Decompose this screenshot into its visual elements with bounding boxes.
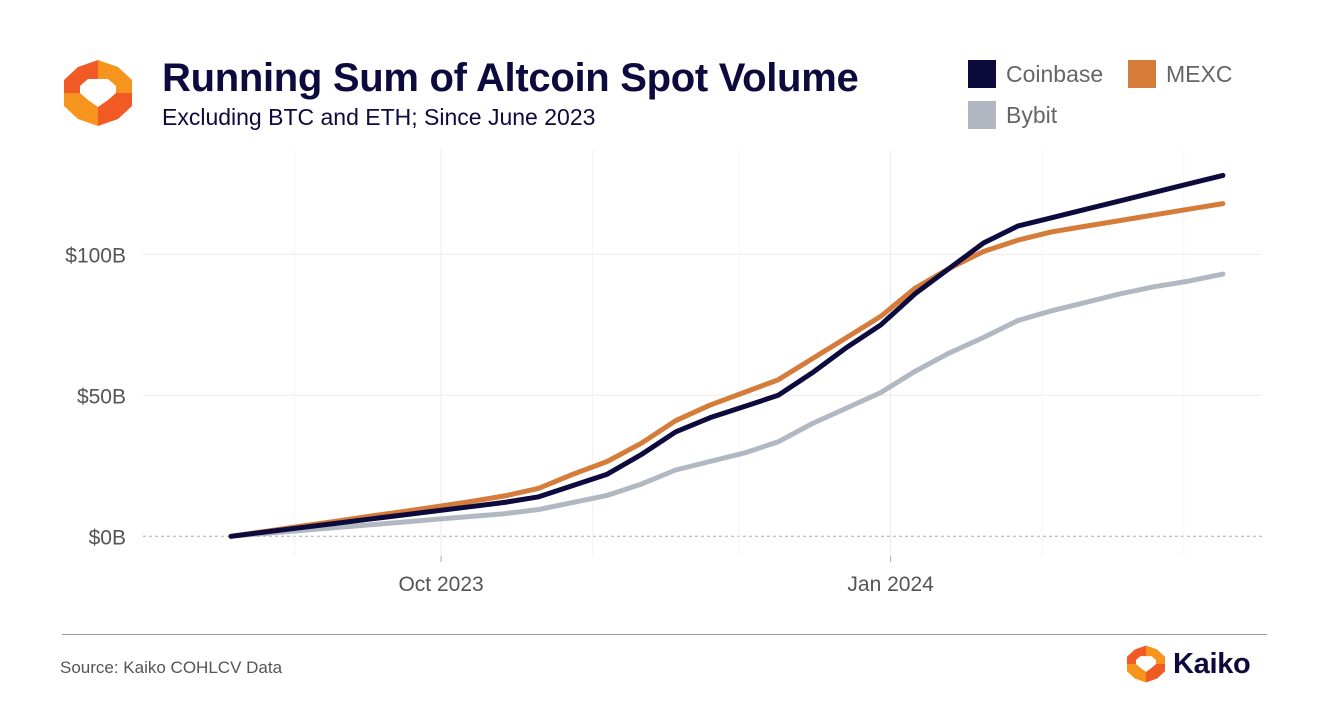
series-line-bybit [228,271,1226,539]
source-note: Source: Kaiko COHLCV Data [60,658,283,677]
x-tick-label: Jan 2024 [847,573,934,596]
plot-area [143,150,1262,556]
x-tick-label: Oct 2023 [398,573,483,596]
brand-logo: Kaiko [1127,645,1251,683]
y-tick-label: $50B [77,385,126,408]
legend-label-bybit: Bybit [1006,101,1058,128]
legend-item-mexc: MEXC [1128,60,1232,88]
y-tick-label: $100B [65,244,126,267]
chart-title: Running Sum of Altcoin Spot Volume [162,56,859,100]
kaiko-brand-icon [1127,645,1165,683]
y-tick-label: $0B [89,526,126,549]
series-line-coinbase [228,172,1226,539]
footer-divider [62,634,1267,635]
series-line-mexc [228,201,1226,539]
brand-name: Kaiko [1173,647,1251,680]
legend-swatch-bybit [968,101,996,129]
legend-label-mexc: MEXC [1166,60,1233,87]
legend-swatch-mexc [1128,60,1156,88]
chart-subtitle: Excluding BTC and ETH; Since June 2023 [162,104,596,130]
legend-item-bybit: Bybit [968,101,1057,129]
legend-swatch-coinbase [968,60,996,88]
kaiko-logo-icon [64,60,132,126]
legend-item-coinbase: Coinbase [968,60,1103,88]
legend-label-coinbase: Coinbase [1006,60,1104,87]
